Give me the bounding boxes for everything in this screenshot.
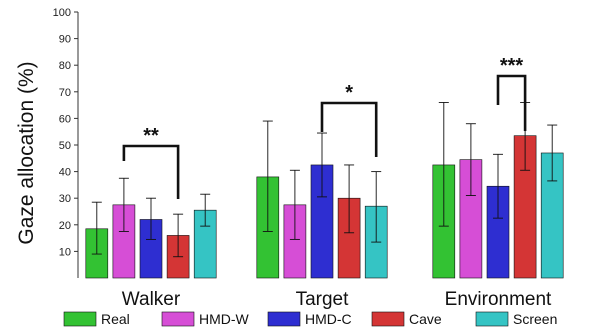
significance-label: *** (500, 55, 524, 77)
axis-layer: 10 20 30 40 50 60 70 80 90 100 (53, 7, 79, 278)
y-tick-label: 90 (59, 34, 71, 46)
significance-label: * (345, 82, 353, 104)
y-tick-label: 30 (59, 193, 71, 205)
significance-layer: ****** (122, 55, 527, 199)
legend-item-cave: Cave (371, 311, 442, 327)
legend-swatch (371, 311, 405, 327)
legend-item-hmd-c: HMD-C (267, 311, 352, 327)
legend-swatch (161, 311, 195, 327)
labels-layer: Gaze allocation (%) Walker Target Environme… (15, 61, 552, 310)
x-tick-label: Environment (445, 289, 552, 310)
legend-label: HMD-W (199, 311, 250, 327)
legend-swatch (475, 311, 509, 327)
legend-item-hmd-w: HMD-W (161, 311, 250, 327)
significance-label: ** (143, 125, 159, 147)
y-tick-label: 100 (53, 7, 71, 19)
legend-swatch (267, 311, 301, 327)
y-tick-label: 60 (59, 113, 71, 125)
bars-layer (85, 135, 564, 279)
legend: Real HMD-W HMD-C Cave Screen (63, 311, 557, 327)
legend-label: Screen (513, 311, 557, 327)
y-tick-label: 50 (59, 140, 71, 152)
error-bars-layer (91, 101, 558, 258)
legend-label: Real (101, 311, 130, 327)
y-axis-title: Gaze allocation (%) (15, 61, 38, 244)
legend-swatch (63, 311, 97, 327)
significance-bracket (320, 101, 378, 157)
x-tick-label: Target (296, 289, 350, 310)
legend-item-screen: Screen (475, 311, 557, 327)
significance-bracket (496, 74, 527, 131)
significance-bracket (122, 144, 180, 199)
legend-item-real: Real (63, 311, 130, 327)
y-tick-label: 20 (59, 220, 71, 232)
legend-label: Cave (409, 311, 442, 327)
y-tick-label: 40 (59, 167, 71, 179)
x-tick-label: Walker (122, 289, 181, 310)
y-tick-label: 70 (59, 87, 71, 99)
y-tick-label: 10 (59, 246, 71, 258)
legend-label: HMD-C (305, 311, 352, 327)
y-tick-label: 80 (59, 60, 71, 72)
